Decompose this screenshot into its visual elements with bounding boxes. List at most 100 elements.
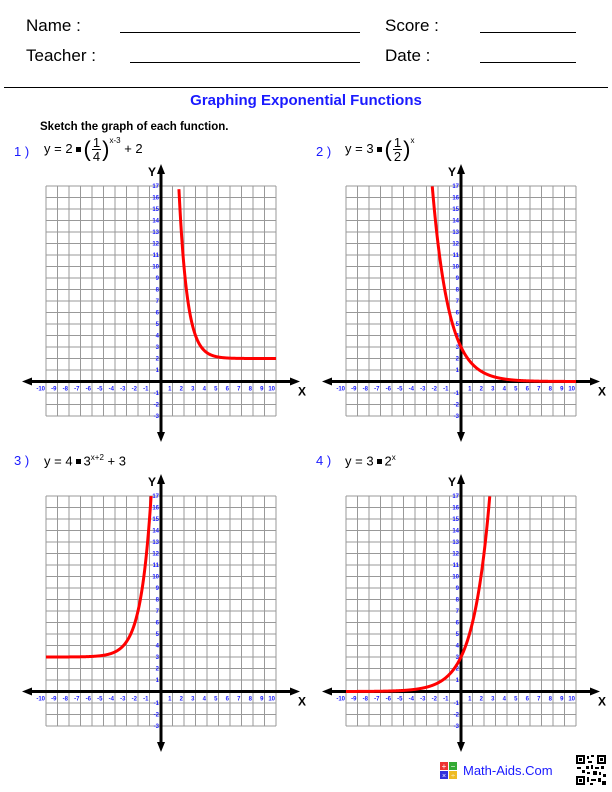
svg-text:-7: -7 [374,387,380,393]
x-axis-right-arrow-icon [290,377,300,386]
name-field[interactable] [120,32,360,33]
brand-link[interactable]: Math-Aids.Com [463,763,553,778]
tick-labels: -10 -9 -8 -7 -6 -5 -4 -3 -2 -1 1 2 3 4 5 6 7 8 9 1017161514… [36,184,275,420]
svg-text:1: 1 [456,678,460,684]
svg-text:6: 6 [226,697,230,703]
svg-text:7: 7 [237,697,241,703]
y-axis-label: Y [448,165,456,179]
y-axis-down-arrow-icon [457,432,465,442]
svg-text:12: 12 [152,552,159,558]
svg-text:10: 10 [568,387,575,393]
base: 2 [384,453,392,469]
multiply-dot-icon [75,147,81,153]
svg-text:9: 9 [560,387,564,393]
svg-text:1: 1 [168,387,172,393]
multiply-dot-icon [376,147,382,153]
qr-code-icon[interactable] [576,755,606,785]
svg-text:-3: -3 [120,387,126,393]
svg-text:-7: -7 [74,697,80,703]
multiply-dot-icon [75,459,81,465]
problem-number-4: 4 ) [316,453,332,468]
exponent: x+2 [90,453,104,462]
svg-text:-8: -8 [63,387,69,393]
svg-text:-1: -1 [454,701,460,707]
teacher-field[interactable] [130,62,360,63]
svg-text:-1: -1 [143,697,149,703]
svg-text:7: 7 [156,299,160,305]
equation-prefix: y = 3 [345,141,374,156]
svg-text:7: 7 [456,609,460,615]
x-axis-label: X [298,385,306,399]
svg-text:2: 2 [456,667,460,673]
exponent: x-3 [109,136,121,145]
svg-text:5: 5 [514,697,518,703]
svg-text:-5: -5 [97,387,103,393]
svg-text:-8: -8 [63,697,69,703]
equation-suffix: + 2 [124,141,143,156]
y-axis-down-arrow-icon [457,742,465,752]
svg-text:8: 8 [249,387,253,393]
function-curve [346,496,492,693]
coordinate-grid-3[interactable]: XY-10 -9 -8 -7 -6 -5 -4 -3 -2 -1 1 2 3 4 5 6 7 8 9 10171615… [20,470,310,755]
svg-text:3: 3 [491,697,495,703]
score-label: Score : [385,16,439,35]
svg-text:-2: -2 [432,697,438,703]
svg-text:13: 13 [152,540,159,546]
function-curve [46,495,153,659]
svg-text:-1: -1 [443,387,449,393]
svg-text:4: 4 [203,697,207,703]
svg-text:9: 9 [156,276,160,282]
svg-text:5: 5 [514,387,518,393]
svg-text:-1: -1 [154,391,160,397]
svg-text:3: 3 [156,345,160,351]
date-field[interactable] [480,62,576,63]
svg-text:4: 4 [503,387,507,393]
header-divider [4,87,608,88]
svg-text:17: 17 [152,494,159,500]
svg-text:-5: -5 [397,697,403,703]
svg-text:-1: -1 [443,697,449,703]
score-field[interactable] [480,32,576,33]
svg-text:-2: -2 [154,403,160,409]
svg-text:-10: -10 [36,697,45,703]
svg-text:15: 15 [152,207,159,213]
svg-text:÷: ÷ [451,773,455,779]
x-axis-label: X [598,695,606,709]
coordinate-grid-4[interactable]: XY-10 -9 -8 -7 -6 -5 -4 -3 -2 -1 1 2 3 4 5 6 7 8 9 10171615… [320,470,610,755]
svg-text:1: 1 [156,368,160,374]
svg-text:-9: -9 [51,697,57,703]
svg-text:9: 9 [156,586,160,592]
svg-text:-10: -10 [336,697,345,703]
svg-text:6: 6 [456,621,460,627]
svg-text:16: 16 [152,196,159,202]
svg-text:14: 14 [152,529,159,535]
svg-text:7: 7 [456,299,460,305]
coordinate-grid-2[interactable]: XY-10 -9 -8 -7 -6 -5 -4 -3 -2 -1 1 2 3 4 5 6 7 8 9 10171615… [320,160,610,445]
paren-close: ) [102,136,110,162]
svg-text:-3: -3 [120,697,126,703]
svg-text:10: 10 [568,697,575,703]
date-label: Date : [385,46,431,65]
svg-text:3: 3 [491,387,495,393]
svg-text:6: 6 [526,697,530,703]
svg-text:8: 8 [456,288,460,294]
svg-text:-4: -4 [109,387,115,393]
x-axis-left-arrow-icon [322,687,332,696]
svg-text:-10: -10 [336,387,345,393]
y-axis-up-arrow-icon [457,474,465,484]
exponent: x [391,453,396,462]
svg-text:+: + [442,762,447,771]
svg-text:15: 15 [152,517,159,523]
equation-suffix: + 3 [107,453,126,469]
svg-text:5: 5 [156,322,160,328]
svg-text:10: 10 [452,575,459,581]
coordinate-grid-1[interactable]: XY-10 -9 -8 -7 -6 -5 -4 -3 -2 -1 1 2 3 4 5 6 7 8 9 10171615… [20,160,310,445]
base: 3 [83,453,91,469]
svg-text:6: 6 [156,311,160,317]
svg-text:17: 17 [452,184,459,190]
svg-text:-3: -3 [154,724,160,730]
svg-text:4: 4 [503,697,507,703]
svg-text:-2: -2 [454,403,460,409]
svg-text:5: 5 [214,697,218,703]
